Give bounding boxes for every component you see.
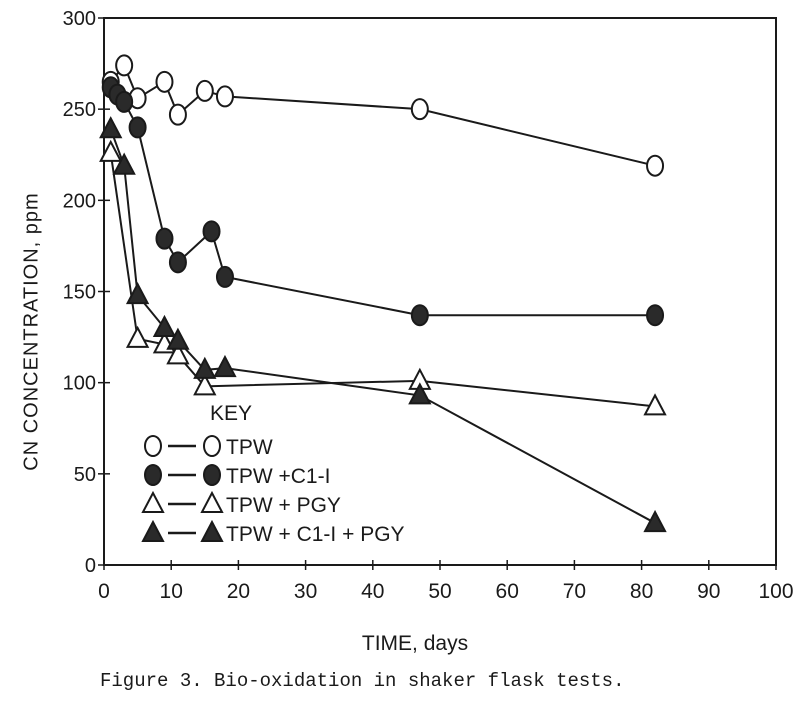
series-1 [101, 76, 665, 327]
series-line [109, 63, 656, 167]
open-triangle-marker [643, 393, 667, 416]
y-tick-label: 300 [63, 8, 96, 30]
filled-triangle-marker [166, 327, 190, 350]
filled-triangle-marker [200, 519, 224, 542]
series-2 [99, 139, 667, 416]
x-tick-label: 10 [160, 580, 183, 603]
open-circle-marker [410, 98, 429, 121]
filled-triangle-marker [125, 281, 150, 305]
filled-triangle-marker [408, 382, 432, 405]
x-tick-label: 40 [361, 580, 384, 603]
open-triangle-marker [99, 139, 123, 162]
figure-caption: Figure 3. Bio-oxidation in shaker flask … [100, 670, 625, 692]
legend-title: KEY [210, 402, 252, 425]
y-tick-label: 150 [63, 282, 96, 304]
y-axis-label: CN CONCENTRATION, ppm [20, 192, 43, 471]
x-tick-label: 30 [294, 580, 317, 603]
filled-triangle-marker [193, 356, 217, 379]
x-tick-label: 20 [227, 580, 250, 603]
filled-circle-marker [202, 220, 221, 243]
open-circle-marker [155, 70, 174, 93]
series-line [109, 86, 656, 317]
legend-entry-label: TPW [226, 436, 273, 459]
filled-circle-marker [215, 265, 234, 288]
y-tick-label: 100 [63, 373, 96, 395]
x-axis-label: TIME, days [361, 632, 469, 655]
filled-triangle-marker [213, 354, 237, 378]
open-triangle-marker [141, 490, 165, 513]
filled-circle-marker [155, 227, 174, 250]
series-0 [101, 54, 665, 177]
y-tick-label: 200 [63, 190, 96, 212]
filled-circle-marker [203, 464, 221, 486]
open-circle-marker [115, 54, 134, 77]
filled-triangle-marker [152, 314, 177, 337]
x-tick-label: 80 [630, 580, 653, 603]
open-circle-marker [203, 435, 221, 457]
filled-triangle-marker [141, 519, 165, 542]
legend: KEY TPW TPW +C1-I TPW + PGY TPW + C1-I + PGY [141, 402, 405, 546]
y-tick-label: 250 [63, 99, 96, 121]
legend-entry-label: TPW + C1-I + PGY [226, 523, 405, 546]
filled-circle-marker [144, 464, 162, 486]
x-tick-label: 100 [758, 580, 793, 603]
y-tick-label: 0 [85, 555, 96, 577]
open-triangle-marker [200, 490, 224, 513]
filled-triangle-marker [112, 152, 136, 175]
filled-circle-marker [128, 116, 147, 139]
filled-circle-marker [410, 304, 429, 327]
open-circle-marker [215, 85, 234, 108]
x-tick-label: 90 [697, 580, 720, 603]
filled-circle-marker [115, 90, 134, 113]
open-triangle-marker [125, 325, 150, 348]
legend-entry-label: TPW + PGY [226, 494, 341, 517]
filled-triangle-marker [643, 509, 667, 533]
filled-circle-marker [168, 251, 187, 274]
x-tick-label: 0 [98, 580, 110, 603]
legend-entry-label: TPW +C1-I [226, 465, 330, 488]
y-tick-label: 50 [74, 464, 96, 486]
open-circle-marker [144, 435, 162, 457]
open-triangle-marker [193, 373, 217, 396]
series-line [109, 152, 656, 408]
x-tick-label: 60 [496, 580, 519, 603]
open-circle-marker [168, 103, 187, 126]
open-circle-marker [646, 154, 665, 177]
open-circle-marker [195, 79, 214, 102]
filled-triangle-marker [99, 116, 123, 139]
open-triangle-marker [166, 342, 190, 365]
series-3 [99, 116, 667, 533]
filled-circle-marker [646, 304, 665, 327]
x-tick-label: 50 [428, 580, 451, 603]
x-tick-label: 70 [563, 580, 586, 603]
series-line [109, 128, 656, 524]
